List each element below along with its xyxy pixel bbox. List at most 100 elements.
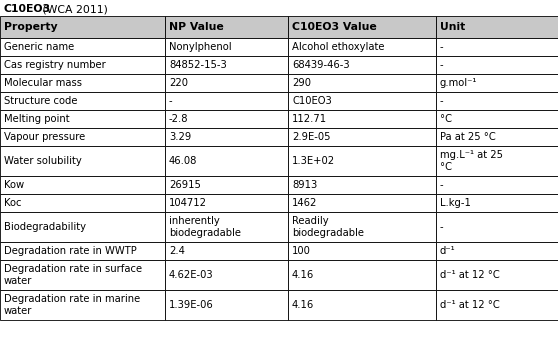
Bar (288, 242, 436, 260)
Text: Vapour pressure: Vapour pressure (4, 132, 85, 142)
Bar (165, 212, 288, 242)
Text: d⁻¹ at 12 °C: d⁻¹ at 12 °C (440, 270, 500, 280)
Text: C10EO3: C10EO3 (292, 96, 332, 106)
Bar (436, 110, 558, 128)
Bar (288, 16, 436, 38)
Bar (0, 176, 165, 194)
Bar (436, 260, 558, 290)
Text: Readily
biodegradable: Readily biodegradable (292, 216, 364, 238)
Text: 68439-46-3: 68439-46-3 (292, 60, 350, 70)
Bar (165, 260, 288, 290)
Bar (288, 212, 436, 242)
Bar (436, 242, 558, 260)
Text: C10EO3: C10EO3 (4, 4, 51, 14)
Text: 4.62E-03: 4.62E-03 (169, 270, 214, 280)
Bar (436, 92, 558, 110)
Bar (288, 176, 436, 194)
Text: -: - (440, 60, 444, 70)
Bar (165, 74, 288, 92)
Text: Structure code: Structure code (4, 96, 78, 106)
Text: 1.3E+02: 1.3E+02 (292, 156, 335, 166)
Bar (0, 146, 165, 176)
Text: 4.16: 4.16 (292, 300, 314, 310)
Bar (436, 176, 558, 194)
Text: 104712: 104712 (169, 198, 207, 208)
Text: 1.39E-06: 1.39E-06 (169, 300, 214, 310)
Bar (436, 290, 558, 320)
Bar (288, 74, 436, 92)
Text: L.kg-1: L.kg-1 (440, 198, 471, 208)
Text: (WCA 2011): (WCA 2011) (39, 4, 108, 14)
Bar (436, 56, 558, 74)
Text: 8913: 8913 (292, 180, 318, 190)
Text: 290: 290 (292, 78, 311, 88)
Text: 1462: 1462 (292, 198, 318, 208)
Text: g.mol⁻¹: g.mol⁻¹ (440, 78, 478, 88)
Text: Kow: Kow (4, 180, 24, 190)
Bar (0, 128, 165, 146)
Bar (288, 146, 436, 176)
Bar (165, 128, 288, 146)
Text: Nonylphenol: Nonylphenol (169, 42, 232, 52)
Bar (0, 56, 165, 74)
Text: °C: °C (440, 114, 452, 124)
Bar (288, 260, 436, 290)
Text: Molecular mass: Molecular mass (4, 78, 82, 88)
Bar (288, 194, 436, 212)
Bar (0, 290, 165, 320)
Text: 220: 220 (169, 78, 188, 88)
Text: d⁻¹: d⁻¹ (440, 246, 456, 256)
Bar (436, 74, 558, 92)
Bar (0, 16, 165, 38)
Bar (165, 146, 288, 176)
Bar (0, 74, 165, 92)
Text: Degradation rate in surface
water: Degradation rate in surface water (4, 264, 142, 286)
Text: NP Value: NP Value (169, 22, 224, 32)
Text: -: - (169, 96, 172, 106)
Bar (436, 128, 558, 146)
Text: d⁻¹ at 12 °C: d⁻¹ at 12 °C (440, 300, 500, 310)
Bar (436, 212, 558, 242)
Text: 84852-15-3: 84852-15-3 (169, 60, 227, 70)
Text: Property: Property (4, 22, 57, 32)
Bar (165, 92, 288, 110)
Bar (0, 194, 165, 212)
Bar (165, 110, 288, 128)
Text: -: - (440, 42, 444, 52)
Bar (288, 128, 436, 146)
Text: 112.71: 112.71 (292, 114, 327, 124)
Bar (288, 56, 436, 74)
Bar (288, 290, 436, 320)
Text: 46.08: 46.08 (169, 156, 198, 166)
Text: Degradation rate in WWTP: Degradation rate in WWTP (4, 246, 137, 256)
Text: -: - (440, 96, 444, 106)
Text: Water solubility: Water solubility (4, 156, 82, 166)
Bar (436, 16, 558, 38)
Text: C10EO3 Value: C10EO3 Value (292, 22, 377, 32)
Text: Generic name: Generic name (4, 42, 74, 52)
Text: 2.9E-05: 2.9E-05 (292, 132, 330, 142)
Bar (0, 212, 165, 242)
Bar (165, 242, 288, 260)
Text: Unit: Unit (440, 22, 465, 32)
Text: Alcohol ethoxylate: Alcohol ethoxylate (292, 42, 384, 52)
Text: inherently
biodegradable: inherently biodegradable (169, 216, 241, 238)
Text: Koc: Koc (4, 198, 22, 208)
Bar (165, 38, 288, 56)
Bar (0, 92, 165, 110)
Text: 3.29: 3.29 (169, 132, 191, 142)
Bar (165, 290, 288, 320)
Text: -2.8: -2.8 (169, 114, 189, 124)
Text: 4.16: 4.16 (292, 270, 314, 280)
Text: 26915: 26915 (169, 180, 201, 190)
Bar (0, 110, 165, 128)
Bar (436, 194, 558, 212)
Text: Biodegradability: Biodegradability (4, 222, 86, 232)
Bar (288, 38, 436, 56)
Bar (0, 242, 165, 260)
Text: mg.L⁻¹ at 25
°C: mg.L⁻¹ at 25 °C (440, 150, 503, 172)
Bar (436, 38, 558, 56)
Text: Cas registry number: Cas registry number (4, 60, 106, 70)
Text: -: - (440, 180, 444, 190)
Bar (165, 16, 288, 38)
